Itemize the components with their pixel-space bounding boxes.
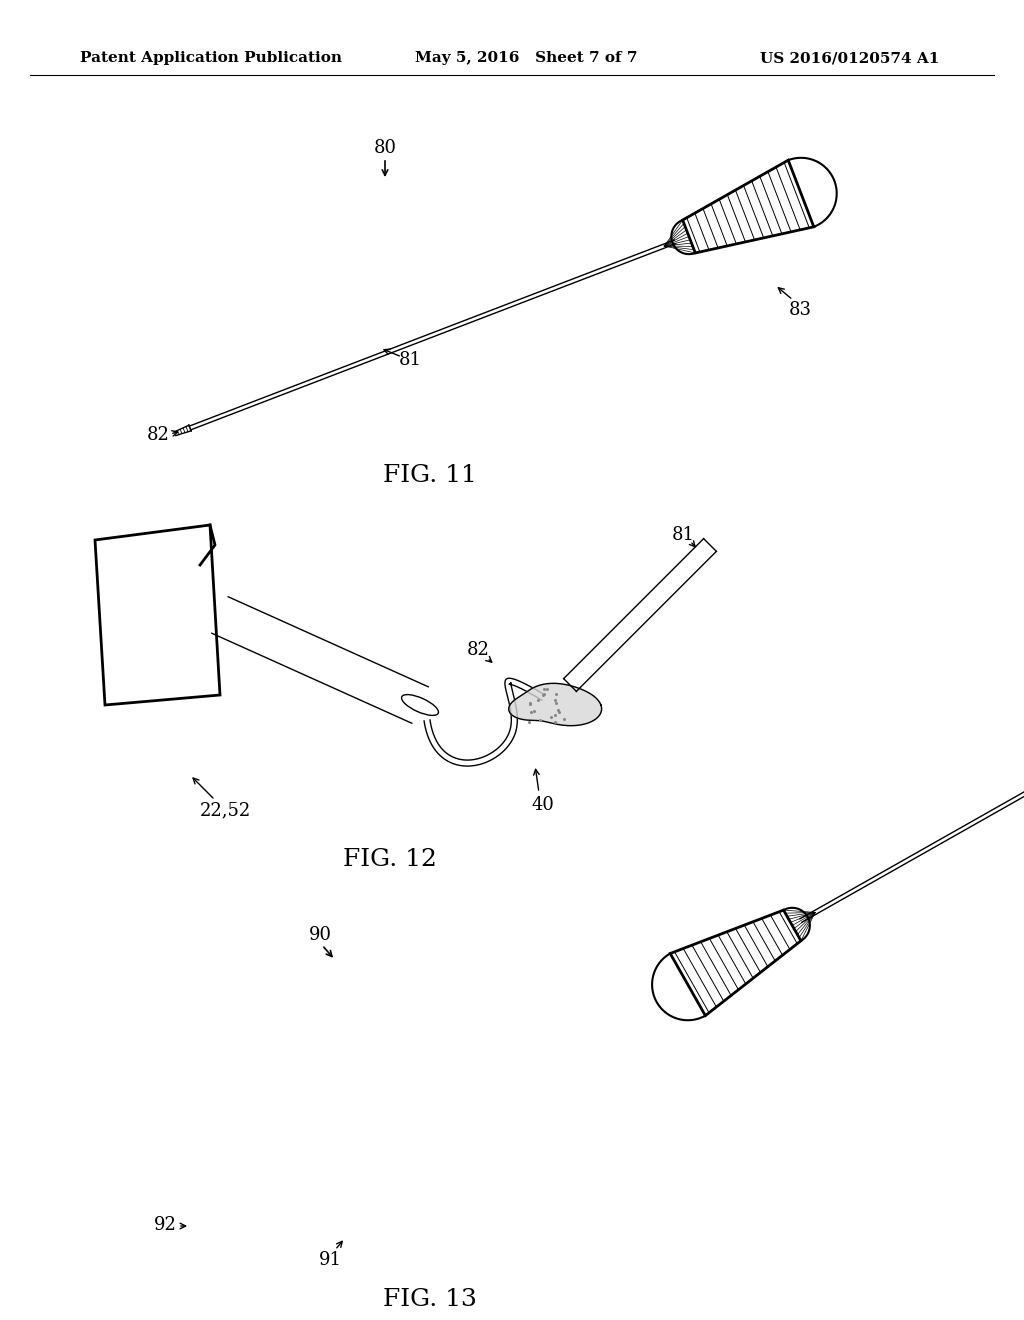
Text: 82: 82: [467, 642, 489, 659]
Text: FIG. 13: FIG. 13: [383, 1288, 477, 1312]
Text: FIG. 11: FIG. 11: [383, 463, 477, 487]
Text: 81: 81: [672, 525, 694, 544]
Text: 90: 90: [308, 927, 332, 944]
Ellipse shape: [401, 694, 438, 715]
Text: US 2016/0120574 A1: US 2016/0120574 A1: [760, 51, 939, 65]
Text: May 5, 2016   Sheet 7 of 7: May 5, 2016 Sheet 7 of 7: [415, 51, 638, 65]
Text: 82: 82: [146, 426, 169, 444]
Text: 81: 81: [398, 351, 422, 370]
Polygon shape: [95, 525, 220, 705]
Polygon shape: [509, 684, 601, 726]
Text: 40: 40: [531, 796, 554, 814]
Text: 22,52: 22,52: [200, 801, 251, 818]
Text: FIG. 12: FIG. 12: [343, 849, 437, 871]
Text: 91: 91: [318, 1251, 341, 1269]
Text: 80: 80: [374, 139, 396, 157]
Text: Patent Application Publication: Patent Application Publication: [80, 51, 342, 65]
Text: 92: 92: [154, 1216, 176, 1234]
Polygon shape: [670, 909, 801, 1015]
Text: 83: 83: [788, 301, 811, 319]
Polygon shape: [683, 160, 814, 253]
